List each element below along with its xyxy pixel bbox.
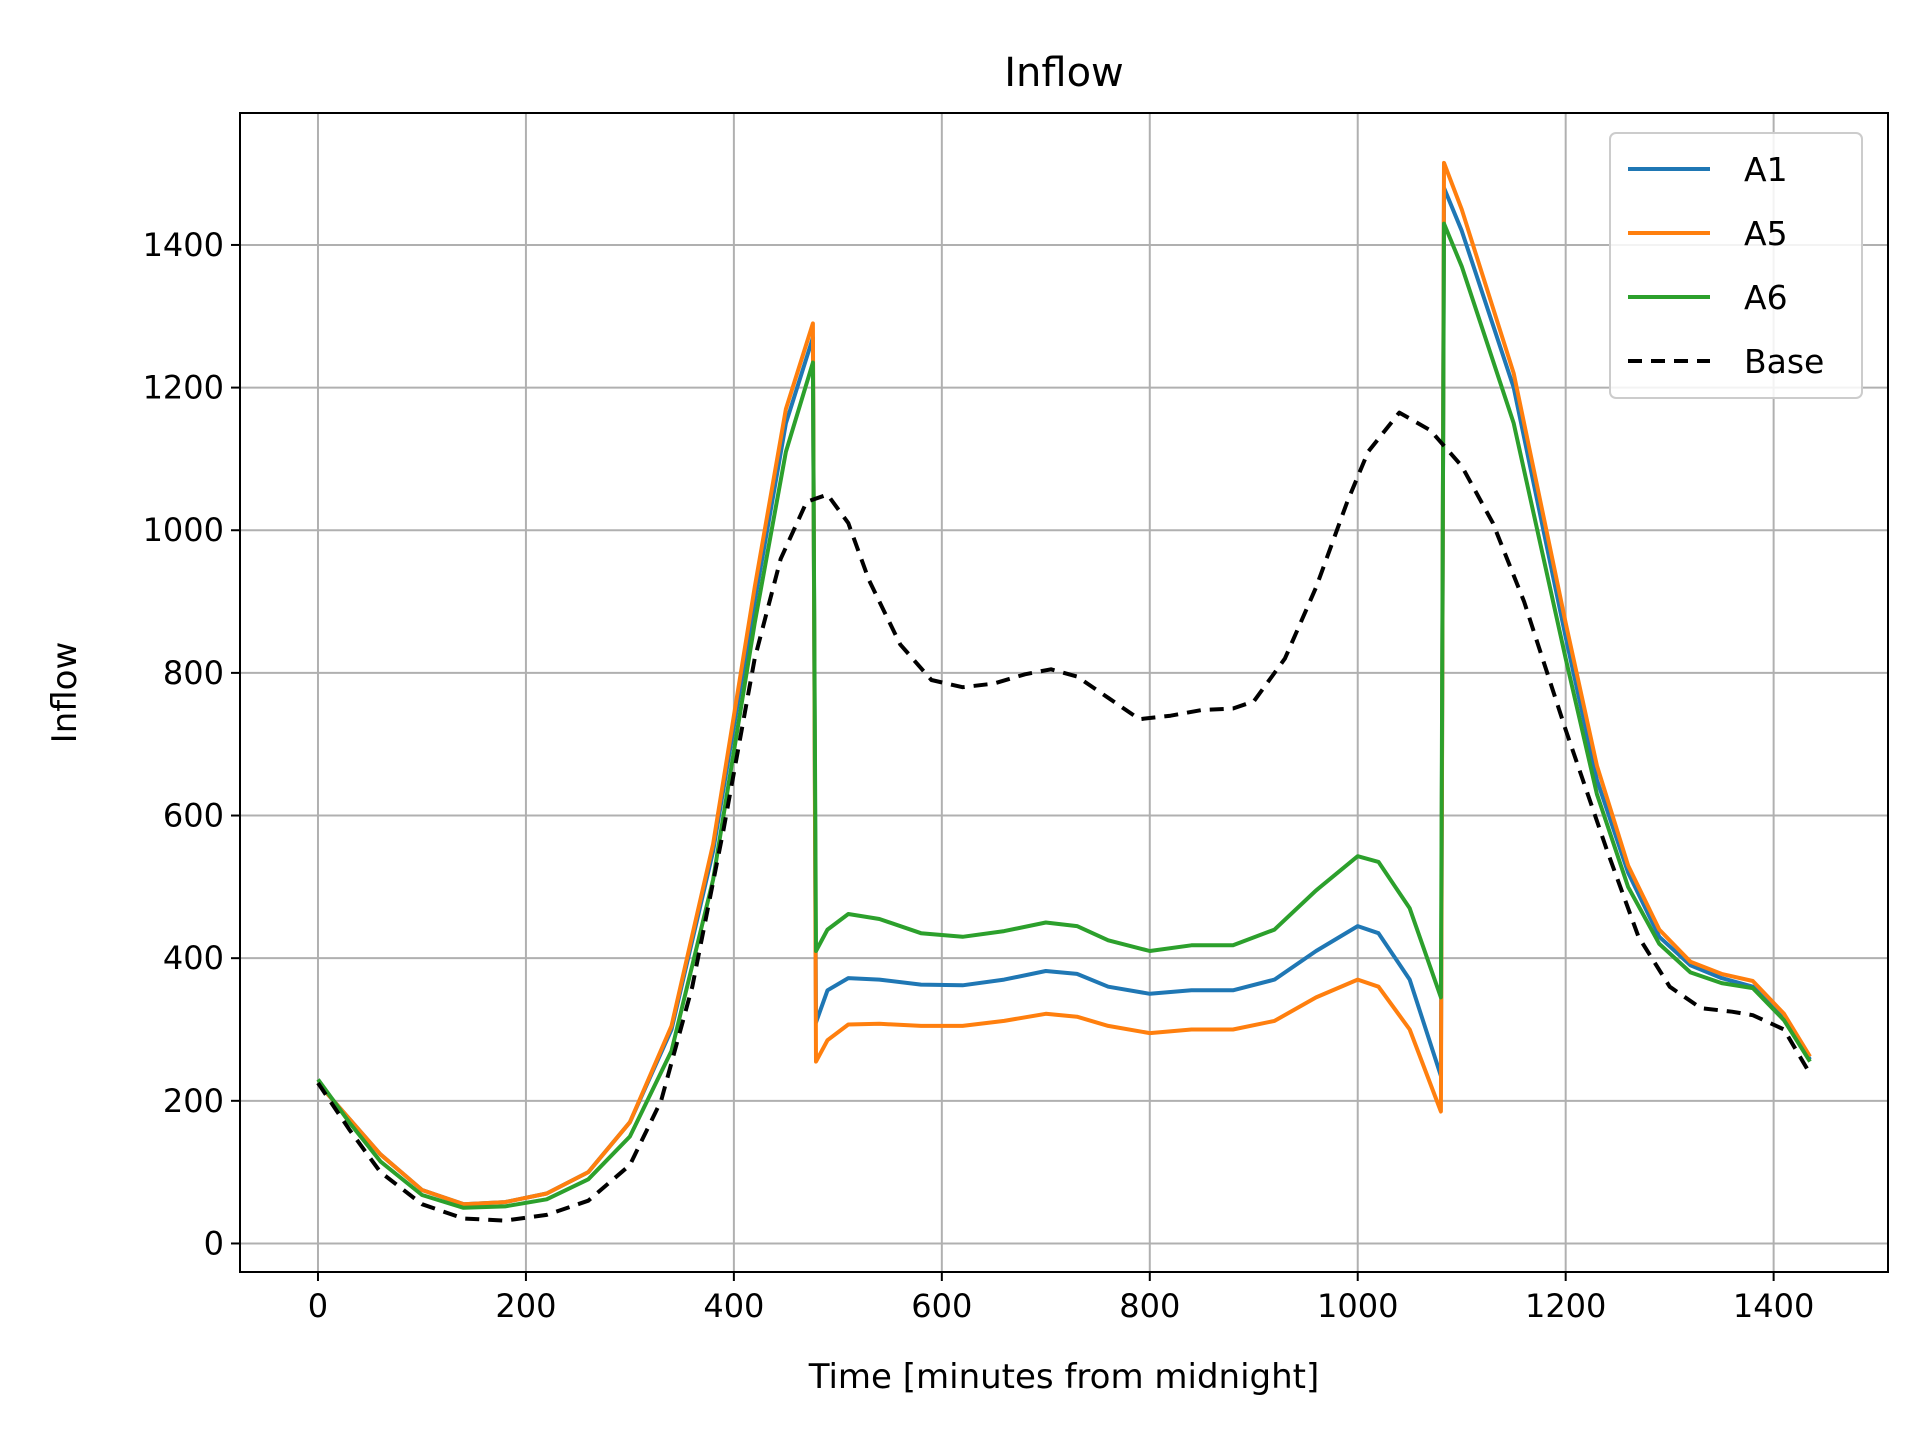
legend-box xyxy=(1609,132,1863,399)
y-tick-label: 600 xyxy=(163,797,224,835)
legend-label-a6: A6 xyxy=(1744,278,1788,317)
plot-frame xyxy=(239,112,1889,1273)
y-tick-label: 0 xyxy=(204,1224,224,1262)
legend-label-a5: A5 xyxy=(1744,214,1788,253)
series-lines xyxy=(316,160,1812,1223)
series-line-base xyxy=(316,410,1812,1223)
chart-title: Inflow xyxy=(1004,50,1124,96)
x-axis-label: Time [minutes from midnight] xyxy=(808,1357,1320,1397)
y-tick-label: 400 xyxy=(163,939,224,977)
legend-label-base: Base xyxy=(1744,342,1824,381)
series-line-a5 xyxy=(316,160,1812,1207)
x-tick-label: 200 xyxy=(495,1287,556,1325)
x-tick-label: 600 xyxy=(911,1287,972,1325)
x-tick-label: 400 xyxy=(703,1287,764,1325)
series-line-a6 xyxy=(316,221,1812,1210)
x-tick-label: 800 xyxy=(1119,1287,1180,1325)
axis-ticks: 0 200 400 600 800 1000 1200 1400 0 200 400 600 800 10… xyxy=(143,226,1815,1325)
x-tick-label: 1400 xyxy=(1733,1287,1814,1325)
y-tick-label: 1000 xyxy=(143,511,224,549)
y-tick-label: 1200 xyxy=(143,369,224,407)
legend: A1 A5 A6 Base xyxy=(1609,132,1863,399)
x-tick-label: 1000 xyxy=(1317,1287,1398,1325)
y-tick-label: 1400 xyxy=(143,226,224,264)
legend-label-a1: A1 xyxy=(1744,150,1788,189)
x-tick-label: 0 xyxy=(308,1287,328,1325)
y-tick-label: 800 xyxy=(163,654,224,692)
y-tick-label: 200 xyxy=(163,1082,224,1120)
x-tick-label: 1200 xyxy=(1525,1287,1606,1325)
y-axis-label: Inflow xyxy=(45,642,85,744)
